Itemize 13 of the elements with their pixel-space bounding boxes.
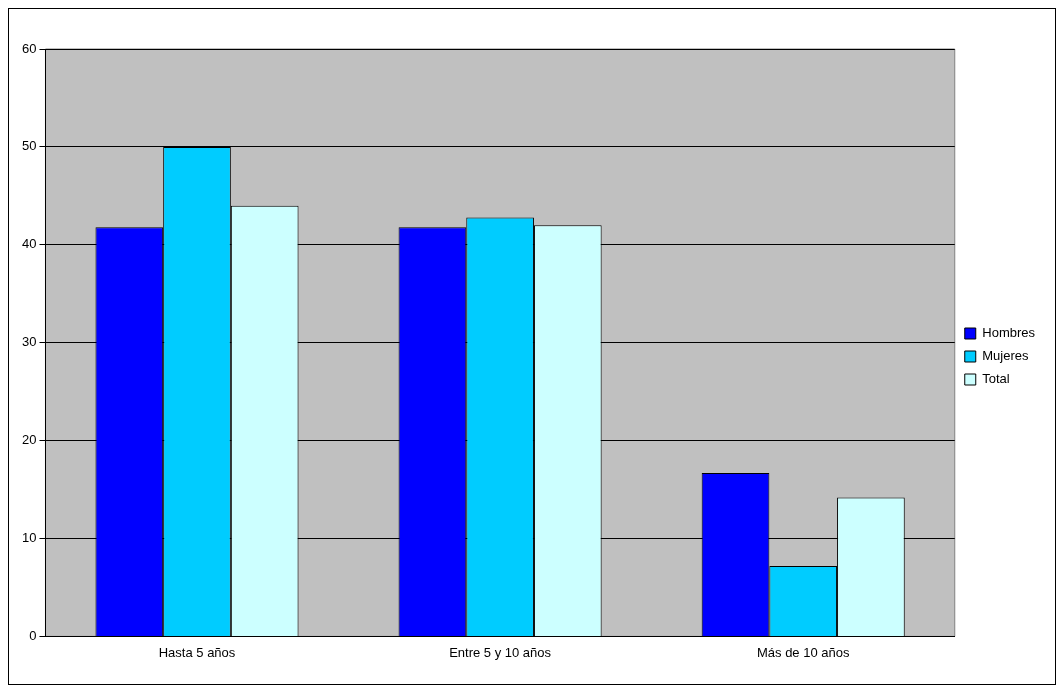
y-tick-label: 20	[21, 432, 37, 448]
legend-label: Hombres	[982, 325, 1036, 341]
x-tick-label: Hasta 5 años	[158, 644, 236, 660]
y-tick-label: 10	[21, 530, 37, 546]
y-tick-label: 0	[29, 627, 37, 643]
legend-label: Total	[982, 371, 1010, 387]
y-tick-label: 60	[21, 40, 37, 56]
y-tick-label: 50	[21, 138, 37, 154]
x-tick-label: Entre 5 y 10 años	[449, 644, 552, 660]
y-tick-label: 30	[21, 334, 37, 350]
x-tick-label: Más de 10 años	[756, 644, 850, 660]
y-tick-label: 40	[21, 236, 37, 252]
legend-label: Mujeres	[982, 348, 1029, 364]
